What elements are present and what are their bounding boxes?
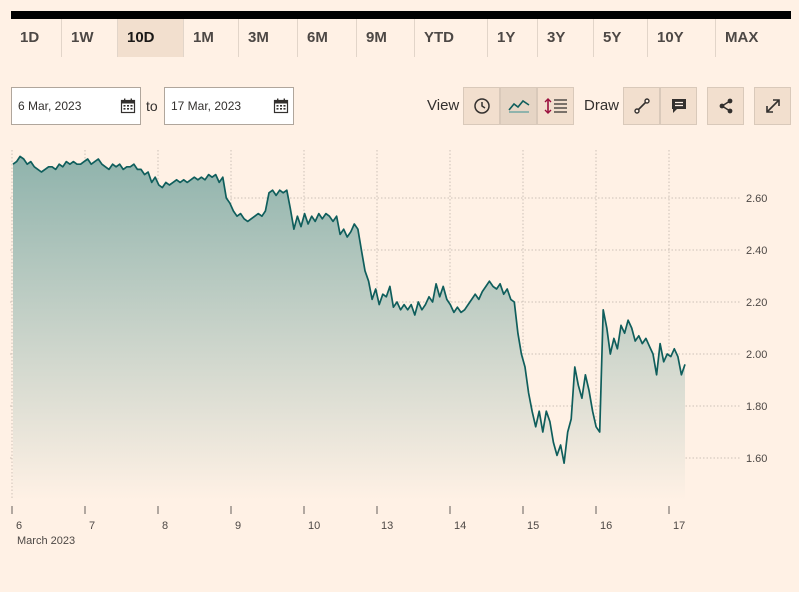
calendar-icon[interactable]	[273, 98, 289, 114]
calendar-icon[interactable]	[120, 98, 136, 114]
range-6m[interactable]: 6M	[298, 19, 357, 57]
y-tick-label: 2.20	[746, 297, 767, 309]
range-5y[interactable]: 5Y	[594, 19, 648, 57]
range-ytd[interactable]: YTD	[415, 19, 488, 57]
view-time-button[interactable]	[463, 87, 500, 125]
date-range-to-label: to	[146, 98, 158, 114]
range-9m[interactable]: 9M	[357, 19, 415, 57]
date-to-value: 17 Mar, 2023	[171, 99, 242, 113]
x-axis-month-label: March 2023	[17, 535, 75, 547]
price-line	[12, 155, 686, 465]
range-1m[interactable]: 1M	[184, 19, 239, 57]
range-3m[interactable]: 3M	[239, 19, 298, 57]
clock-icon	[473, 98, 490, 114]
x-tick-label: 9	[235, 520, 241, 532]
line-chart-icon	[507, 99, 529, 113]
view-label: View	[427, 97, 460, 114]
scale-lines-icon	[544, 98, 567, 114]
draw-line-button[interactable]	[623, 87, 660, 125]
x-tick-label: 17	[673, 520, 685, 532]
share-button[interactable]	[707, 87, 744, 125]
draw-label: Draw	[584, 97, 620, 114]
range-3y[interactable]: 3Y	[538, 19, 594, 57]
x-tick-label: 8	[162, 520, 168, 532]
view-compare-button[interactable]	[537, 87, 574, 125]
range-selector: 1D 1W 10D 1M 3M 6M 9M YTD 1Y 3Y 5Y 10Y M…	[11, 19, 791, 57]
price-chart[interactable]: 1.60 1.80 2.00 2.20 2.40 2.60 6 7 8 9 10 13 14 15 16 1…	[0, 140, 799, 560]
x-axis: 6 7 8 9 10 13 14 15 16 17	[11, 506, 685, 532]
x-tick-label: 6	[16, 520, 22, 532]
top-rule	[11, 11, 791, 19]
comment-icon	[671, 99, 686, 113]
date-from-field[interactable]: 6 Mar, 2023	[11, 87, 141, 125]
x-tick-label: 16	[600, 520, 612, 532]
x-tick-label: 13	[381, 520, 393, 532]
y-axis: 1.60 1.80 2.00 2.20 2.40 2.60	[746, 193, 767, 465]
y-tick-label: 1.60	[746, 453, 767, 465]
x-tick-label: 7	[89, 520, 95, 532]
view-line-button[interactable]	[500, 87, 537, 125]
range-1w[interactable]: 1W	[62, 19, 118, 57]
draw-note-button[interactable]	[660, 87, 697, 125]
fullscreen-button[interactable]	[754, 87, 791, 125]
y-tick-label: 1.80	[746, 401, 767, 413]
x-tick-label: 14	[454, 520, 466, 532]
range-1y[interactable]: 1Y	[488, 19, 538, 57]
range-1d[interactable]: 1D	[11, 19, 62, 57]
expand-icon	[765, 99, 780, 113]
y-tick-label: 2.60	[746, 193, 767, 205]
date-from-value: 6 Mar, 2023	[18, 99, 82, 113]
share-icon	[719, 98, 732, 114]
range-10d[interactable]: 10D	[118, 19, 184, 57]
y-tick-label: 2.00	[746, 349, 767, 361]
range-10y[interactable]: 10Y	[648, 19, 716, 57]
x-tick-label: 10	[308, 520, 320, 532]
range-max[interactable]: MAX	[725, 29, 759, 46]
x-tick-label: 15	[527, 520, 539, 532]
price-area	[13, 156, 685, 500]
date-to-field[interactable]: 17 Mar, 2023	[164, 87, 294, 125]
y-tick-label: 2.40	[746, 245, 767, 257]
draw-line-icon	[633, 98, 650, 114]
